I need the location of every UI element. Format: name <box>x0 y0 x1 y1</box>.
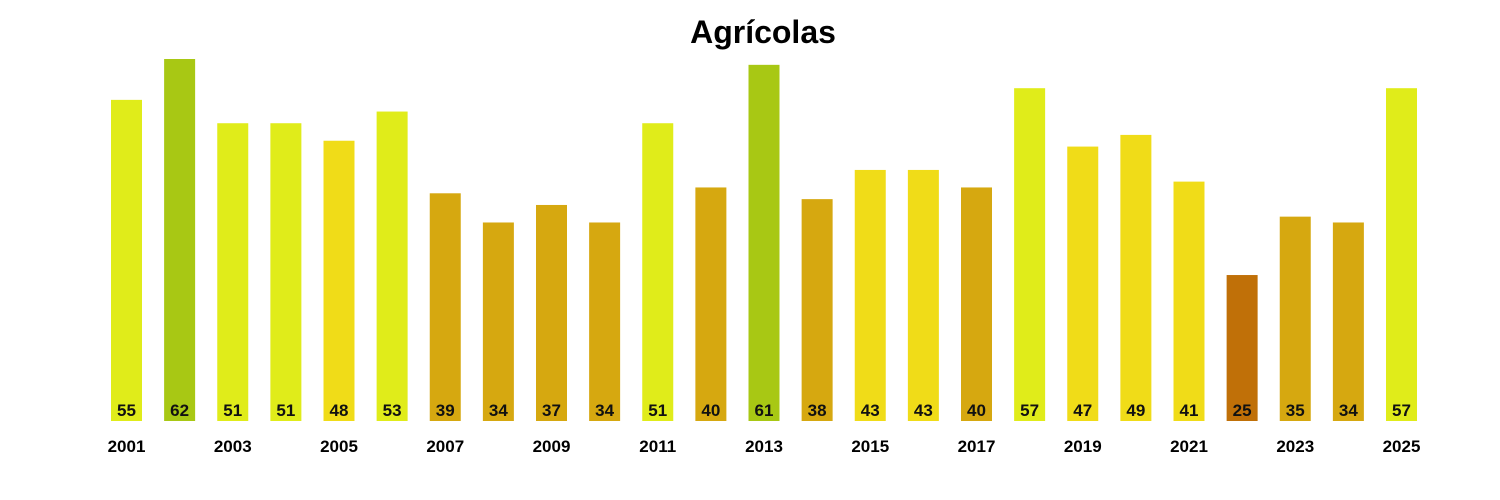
data-label-2018: 57 <box>1020 401 1039 420</box>
data-label-2015: 43 <box>861 401 880 420</box>
data-label-2022: 25 <box>1233 401 1252 420</box>
bar-2004 <box>270 123 302 422</box>
x-axis-labels: 2001 2003 2005 2007 2009 2011 2013 2015 2017 2019… <box>108 437 1421 456</box>
data-label-2013: 61 <box>755 401 774 420</box>
data-label-2004: 51 <box>276 401 295 420</box>
data-label-2014: 38 <box>808 401 827 420</box>
x-tick-label: 2023 <box>1276 437 1314 456</box>
bar-2009 <box>536 204 567 421</box>
data-label-2016: 43 <box>914 401 933 420</box>
bar-2025 <box>1386 88 1417 422</box>
chart-title: Agrícolas <box>690 14 836 50</box>
data-label-2017: 40 <box>967 401 986 420</box>
x-tick-label: 2007 <box>426 437 464 456</box>
bar-2002 <box>164 59 196 421</box>
data-label-2002: 62 <box>170 401 189 420</box>
data-label-2010: 34 <box>595 401 614 420</box>
data-label-2019: 47 <box>1073 401 1092 420</box>
bar-2019 <box>1067 146 1099 422</box>
bars-group: 55 62 51 51 48 53 39 34 37 34 51 40 61 38 43 43 40 57 47 49… <box>111 59 1417 422</box>
data-label-2011: 51 <box>648 401 667 420</box>
x-tick-label: 2021 <box>1170 437 1208 456</box>
x-tick-label: 2011 <box>639 437 676 456</box>
data-label-2008: 34 <box>489 401 508 420</box>
data-label-2007: 39 <box>436 401 455 420</box>
x-tick-label: 2009 <box>533 437 571 456</box>
x-tick-label: 2015 <box>851 437 889 456</box>
data-label-2021: 41 <box>1180 401 1199 420</box>
data-label-2020: 49 <box>1126 401 1145 420</box>
bar-2015 <box>854 169 886 421</box>
bar-2011 <box>642 123 674 422</box>
bar-2021 <box>1173 181 1205 421</box>
x-tick-label: 2001 <box>108 437 146 456</box>
bar-2003 <box>217 123 249 422</box>
data-label-2024: 34 <box>1339 401 1358 420</box>
data-label-2023: 35 <box>1286 401 1305 420</box>
bar-2023 <box>1279 216 1311 421</box>
data-label-2005: 48 <box>330 401 349 420</box>
bar-2018 <box>1014 88 1046 422</box>
bar-2010 <box>589 222 621 421</box>
bar-2016 <box>907 169 939 421</box>
bar-2024 <box>1332 222 1364 421</box>
data-label-2012: 40 <box>701 401 720 420</box>
x-tick-label: 2025 <box>1383 437 1421 456</box>
bar-2001 <box>111 99 142 421</box>
x-tick-label: 2019 <box>1064 437 1102 456</box>
data-label-2006: 53 <box>383 401 402 420</box>
data-label-2003: 51 <box>223 401 242 420</box>
bar-2012 <box>695 187 727 421</box>
data-label-2025: 57 <box>1392 401 1411 420</box>
bar-2006 <box>376 111 408 421</box>
x-tick-label: 2003 <box>214 437 252 456</box>
x-tick-label: 2017 <box>958 437 996 456</box>
data-label-2001: 55 <box>117 401 136 420</box>
x-tick-label: 2005 <box>320 437 358 456</box>
x-tick-label: 2013 <box>745 437 783 456</box>
bar-2020 <box>1120 134 1152 421</box>
bar-2008 <box>482 222 514 421</box>
bar-2014 <box>801 199 833 421</box>
bar-2022 <box>1226 275 1258 421</box>
bar-2017 <box>961 187 992 421</box>
bar-2007 <box>429 193 461 421</box>
data-label-2009: 37 <box>542 401 561 420</box>
bar-2013 <box>748 64 780 421</box>
bar-2005 <box>323 140 355 421</box>
